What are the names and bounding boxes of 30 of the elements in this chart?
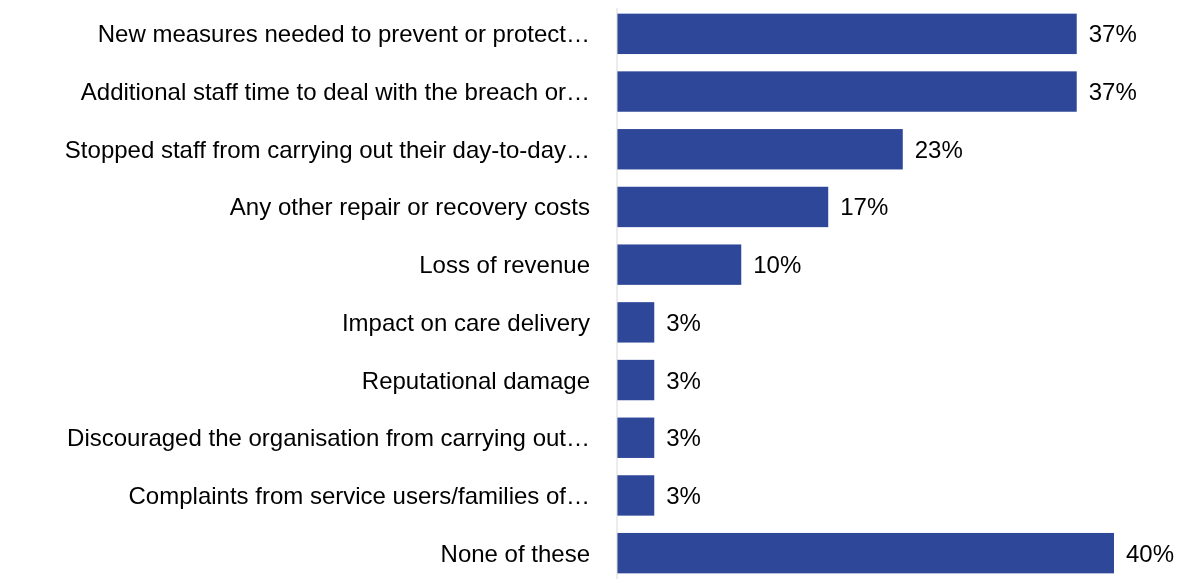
bar [617,532,1114,574]
data-label: 3% [666,308,701,336]
y-tick-label: Impact on care delivery [341,308,590,336]
data-label: 3% [666,424,701,452]
y-tick-label: Complaints from service users/families of… [128,481,590,509]
bar [617,71,1077,112]
data-label: 23% [914,135,963,163]
data-label: 3% [666,366,701,394]
y-tick-label: Loss of revenue [419,251,590,279]
data-label: 40% [1126,539,1175,567]
y-tick-label: Additional staff time to deal with the breach or… [80,78,590,106]
y-tick-label: Stopped staff from carrying out their day-to-day… [64,135,590,163]
bar [617,186,829,228]
data-label: 10% [753,251,802,279]
bar [617,129,903,170]
y-tick-label: New measures needed to prevent or protect… [97,20,590,48]
y-tick-label: None of these [440,539,590,567]
data-label: 37% [1088,78,1137,106]
bar [617,417,655,458]
data-label: 17% [840,193,889,221]
y-tick-label: Reputational damage [361,366,590,394]
bar [617,475,655,516]
data-label: 37% [1088,20,1137,48]
bar [617,359,655,401]
y-tick-label: Any other repair or recovery costs [229,193,590,221]
bar [617,13,1077,55]
y-tick-label: Discouraged the organisation from carrying out… [67,424,590,452]
data-label: 3% [666,481,701,509]
bar [617,244,742,285]
bar [617,302,655,343]
